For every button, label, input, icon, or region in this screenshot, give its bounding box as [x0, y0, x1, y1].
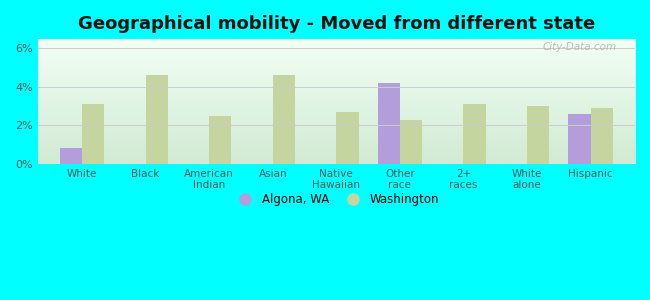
Bar — [146, 75, 168, 164]
Title: Geographical mobility - Moved from different state: Geographical mobility - Moved from diffe… — [78, 15, 595, 33]
Bar — [82, 104, 105, 164]
Bar — [209, 116, 231, 164]
Bar — [400, 120, 422, 164]
Bar — [273, 75, 295, 164]
Bar — [568, 114, 590, 164]
Bar — [527, 106, 549, 164]
Bar — [463, 104, 486, 164]
Bar — [378, 83, 400, 164]
Text: City-Data.com: City-Data.com — [543, 43, 617, 52]
Bar — [60, 148, 82, 164]
Legend: Algona, WA, Washington: Algona, WA, Washington — [229, 188, 444, 211]
Bar — [590, 108, 613, 164]
Bar — [336, 112, 359, 164]
